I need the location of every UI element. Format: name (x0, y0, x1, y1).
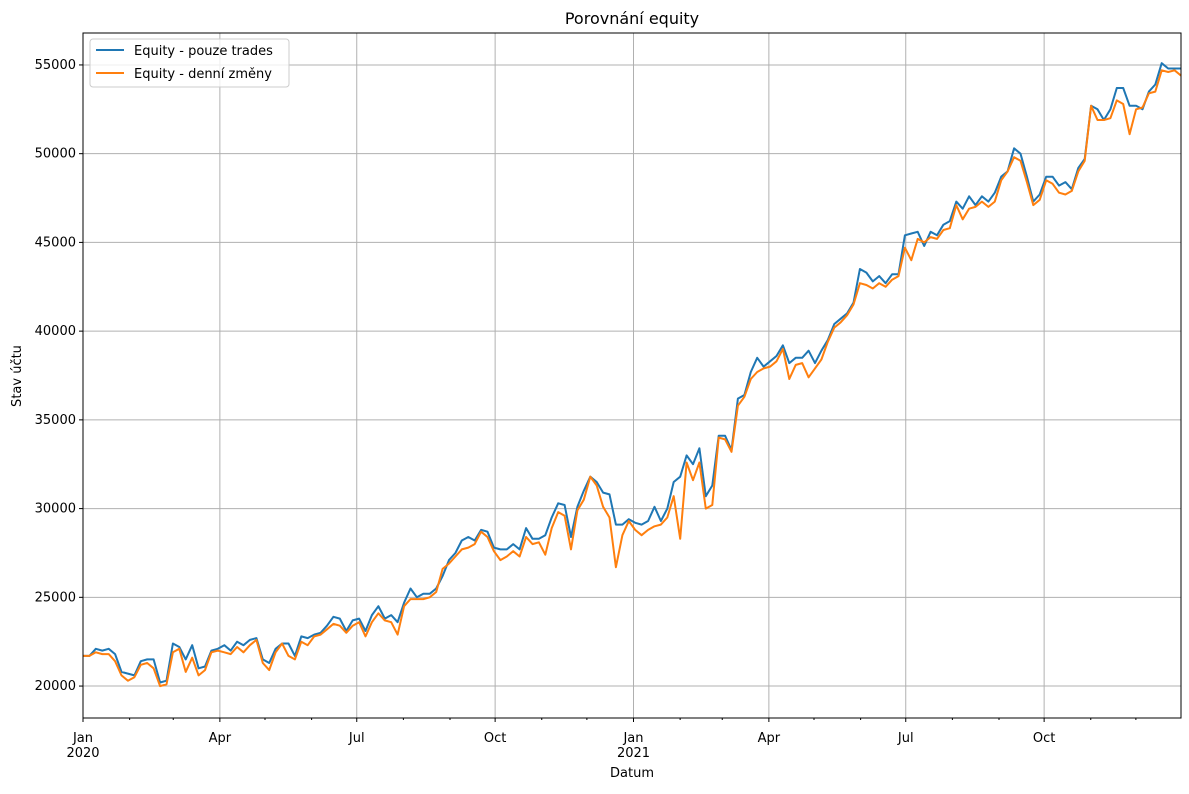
x-tick-label: Apr (758, 731, 781, 746)
x-tick-year-label: 2020 (66, 746, 99, 761)
legend-label: Equity - pouze trades (134, 44, 273, 59)
y-tick-label: 30000 (35, 502, 76, 517)
y-tick-label: 35000 (35, 413, 76, 428)
series-line-denni-zmeny (83, 69, 1182, 688)
x-tick-label: Jan (622, 731, 643, 746)
series-lines (83, 62, 1182, 688)
x-tick-label: Jan (72, 731, 93, 746)
chart-title: Porovnání equity (565, 9, 699, 28)
series-line-pouze-trades (83, 62, 1181, 684)
x-tick-label: Apr (209, 731, 232, 746)
legend-label: Equity - denní změny (134, 67, 272, 82)
legend-box (89, 38, 290, 88)
y-tick-label: 50000 (35, 147, 76, 162)
x-tick-year-label: 2021 (617, 746, 650, 761)
x-tick-label: Oct (1033, 731, 1055, 746)
y-tick-label: 55000 (35, 58, 76, 73)
x-axis-label: Datum (610, 766, 654, 781)
x-tick-label: Jul (897, 731, 914, 746)
plot-frame (82, 32, 1182, 719)
y-tick-label: 25000 (35, 590, 76, 605)
y-axis-label: Stav účtu (10, 345, 25, 407)
axis-ticks: 20000 25000 30000 35000 40000 45000 50000 55000… (35, 58, 1137, 761)
y-tick-label: 40000 (35, 324, 76, 339)
x-tick-label: Oct (484, 731, 506, 746)
y-tick-label: 20000 (35, 679, 76, 694)
grid (82, 33, 1181, 718)
x-tick-label: Jul (348, 731, 365, 746)
y-tick-label: 45000 (35, 235, 76, 250)
legend: Equity - pouze trades Equity - denní změ… (89, 38, 290, 88)
